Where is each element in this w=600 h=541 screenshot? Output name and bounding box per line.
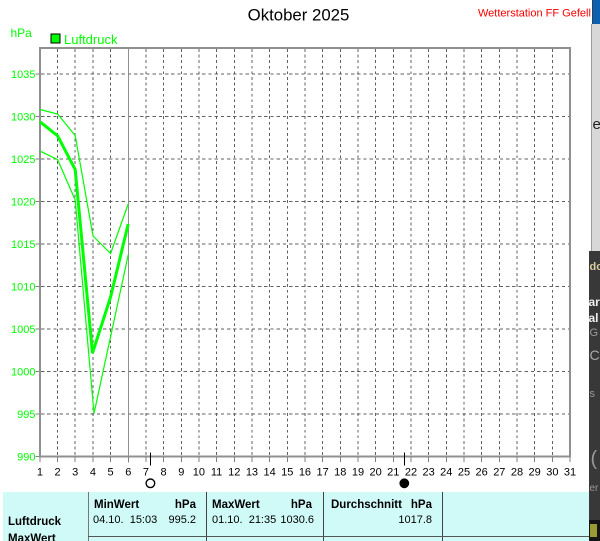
svg-text:1015: 1015 [11,239,35,251]
svg-text:16: 16 [299,467,311,479]
svg-text:28: 28 [511,467,523,479]
svg-text:10: 10 [193,467,205,479]
svg-text:17: 17 [316,467,328,479]
svg-text:1030: 1030 [11,111,35,123]
svg-text:26: 26 [476,467,488,479]
svg-text:5: 5 [108,467,114,479]
svg-text:1035: 1035 [11,69,35,81]
svg-text:22: 22 [405,467,417,479]
svg-text:hPa: hPa [11,26,33,40]
svg-text:18: 18 [334,467,346,479]
svg-text:990: 990 [17,451,35,463]
svg-text:4: 4 [90,467,96,479]
svg-text:11: 11 [211,467,222,479]
svg-text:1025: 1025 [11,154,35,166]
svg-text:19: 19 [352,467,364,479]
svg-text:3: 3 [72,467,78,479]
svg-text:8: 8 [161,467,167,479]
svg-text:25: 25 [458,467,470,479]
svg-text:9: 9 [178,467,184,479]
svg-text:Luftdruck: Luftdruck [64,32,118,47]
svg-text:1010: 1010 [11,281,35,293]
svg-text:Oktober 2025: Oktober 2025 [248,6,350,25]
svg-text:995: 995 [17,409,35,421]
svg-text:14: 14 [263,467,275,479]
svg-text:31: 31 [564,467,576,479]
svg-text:1000: 1000 [11,366,35,378]
svg-text:24: 24 [440,467,452,479]
svg-text:2: 2 [55,467,61,479]
svg-text:30: 30 [546,467,558,479]
svg-text:Wetterstation FF Gefell: Wetterstation FF Gefell [478,7,591,19]
svg-text:1020: 1020 [11,196,35,208]
svg-text:6: 6 [125,467,131,479]
svg-text:1: 1 [37,467,43,479]
svg-text:21: 21 [387,467,399,479]
svg-text:15: 15 [281,467,293,479]
svg-text:13: 13 [246,467,258,479]
svg-text:20: 20 [370,467,382,479]
svg-text:12: 12 [228,467,240,479]
svg-text:7: 7 [143,467,149,479]
svg-text:27: 27 [493,467,505,479]
svg-text:23: 23 [423,467,435,479]
svg-text:29: 29 [529,467,541,479]
svg-text:1005: 1005 [11,324,35,336]
